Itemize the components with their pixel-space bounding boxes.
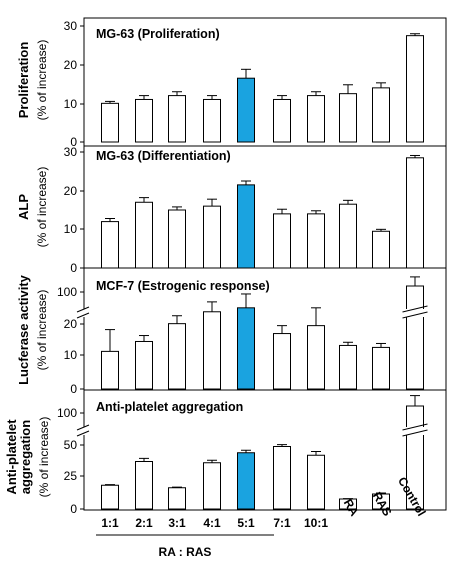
y-tick-label: 100 xyxy=(57,406,77,420)
bar-5:1 xyxy=(237,77,255,143)
bar-10:1 xyxy=(307,95,325,143)
x-category-label: 5:1 xyxy=(237,516,255,530)
bar-RA xyxy=(339,203,357,269)
y-tick-label: 10 xyxy=(64,97,78,111)
y-tick-label: 0 xyxy=(70,135,77,149)
axis-break-gap xyxy=(78,309,90,317)
bar-break-mark xyxy=(402,429,428,437)
y-axis-label: Proliferation xyxy=(16,42,31,119)
chart-panel-4: Anti-platelet aggregation 0 25 50 100 Anti-pl… xyxy=(4,389,447,516)
x-category-label: 1:1 xyxy=(101,516,119,530)
bar-break-gap xyxy=(403,427,427,435)
bar-4:1 xyxy=(203,311,221,390)
axis-break-mark xyxy=(76,312,90,319)
bar-3:1 xyxy=(168,323,186,390)
bar-3:1 xyxy=(168,487,186,510)
bar-Control xyxy=(406,35,424,143)
chart-panel-2: MG-63 (Differentiation) 0 10 20 30 ALP (% of i… xyxy=(16,145,447,275)
bar-7:1 xyxy=(273,98,291,143)
x-group-label: RA : RAS xyxy=(159,545,212,559)
bar-1:1 xyxy=(101,221,119,269)
bar-7:1 xyxy=(273,333,291,390)
y-axis-label-line2: aggregation xyxy=(18,420,33,494)
bar-2:1 xyxy=(135,201,153,269)
y-axis-label: ALP xyxy=(16,194,31,220)
panel-frame xyxy=(83,389,447,511)
bar-break-gap xyxy=(403,309,427,317)
y-tick-label: 20 xyxy=(64,58,78,72)
chart-panel-1: MG-63 (Proliferation) 0 10 20 30 Proliferatio… xyxy=(16,17,447,149)
y-axis-sublabel: (% of increase) xyxy=(35,290,49,371)
y-tick-label: 30 xyxy=(64,19,78,33)
panel-title: MG-63 (Proliferation) xyxy=(96,27,220,41)
bar-10:1 xyxy=(307,325,325,390)
bar-2:1 xyxy=(135,461,153,510)
bar-7:1 xyxy=(273,213,291,269)
axis-break-mark xyxy=(76,306,90,313)
bar-7:1 xyxy=(273,446,291,510)
bar-4:1 xyxy=(203,462,221,510)
bar-5:1 xyxy=(237,184,255,269)
panel-title: MCF-7 (Estrogenic response) xyxy=(96,279,270,293)
bar-2:1 xyxy=(135,340,153,390)
bar-break-mark xyxy=(402,311,428,319)
bar-10:1 xyxy=(307,213,325,269)
bar-Control xyxy=(406,285,424,390)
bar-2:1 xyxy=(135,98,153,143)
y-tick-label: 25 xyxy=(64,469,78,483)
bar-3:1 xyxy=(168,209,186,269)
y-tick-label: 0 xyxy=(70,502,77,516)
bar-1:1 xyxy=(101,484,119,510)
bar-break-mark xyxy=(402,423,428,431)
bar-5:1 xyxy=(237,307,255,390)
y-tick-label: 30 xyxy=(64,145,78,159)
bar-5:1 xyxy=(237,452,255,510)
bar-break-mark xyxy=(402,305,428,313)
axis-break-mark xyxy=(76,430,90,437)
bar-RA xyxy=(339,344,357,390)
y-tick-label: 0 xyxy=(70,382,77,396)
bar-4:1 xyxy=(203,205,221,269)
y-tick-label: 50 xyxy=(64,438,78,452)
bar-4:1 xyxy=(203,98,221,143)
panel-title: MG-63 (Differentiation) xyxy=(96,149,231,163)
bar-RAS xyxy=(372,87,390,143)
y-tick-label: 100 xyxy=(57,285,77,299)
x-category-label: 4:1 xyxy=(203,516,221,530)
y-axis-label: Lucferase activity xyxy=(16,274,31,385)
y-axis-sublabel: (% of increase) xyxy=(37,417,51,498)
bar-10:1 xyxy=(307,454,325,510)
y-tick-label: 10 xyxy=(64,348,78,362)
chart-panel-3: MCF-7 (Estrogenic response) 0 10 20 100 Lucfe… xyxy=(16,267,447,396)
y-axis-sublabel: (% of increase) xyxy=(35,167,49,248)
x-category-label: 3:1 xyxy=(168,516,186,530)
x-category-label: 7:1 xyxy=(273,516,291,530)
y-axis-sublabel: (% of increase) xyxy=(35,40,49,121)
y-axis-label-line1: Anti-platelet xyxy=(4,419,19,495)
bar-RA xyxy=(339,93,357,143)
x-category-label: 10:1 xyxy=(304,516,328,530)
y-tick-label: 20 xyxy=(64,317,78,331)
y-tick-label: 0 xyxy=(70,261,77,275)
bar-RAS xyxy=(372,346,390,390)
x-category-label: 2:1 xyxy=(135,516,153,530)
panel-title: Anti-platelet aggregation xyxy=(96,400,243,414)
bar-Control xyxy=(406,157,424,269)
bar-1:1 xyxy=(101,350,119,390)
bar-RAS xyxy=(372,230,390,269)
y-tick-label: 10 xyxy=(64,222,78,236)
y-tick-label: 20 xyxy=(64,184,78,198)
axis-break-gap xyxy=(78,427,90,435)
axis-break-mark xyxy=(76,424,90,431)
bar-3:1 xyxy=(168,95,186,143)
bar-1:1 xyxy=(101,102,119,143)
